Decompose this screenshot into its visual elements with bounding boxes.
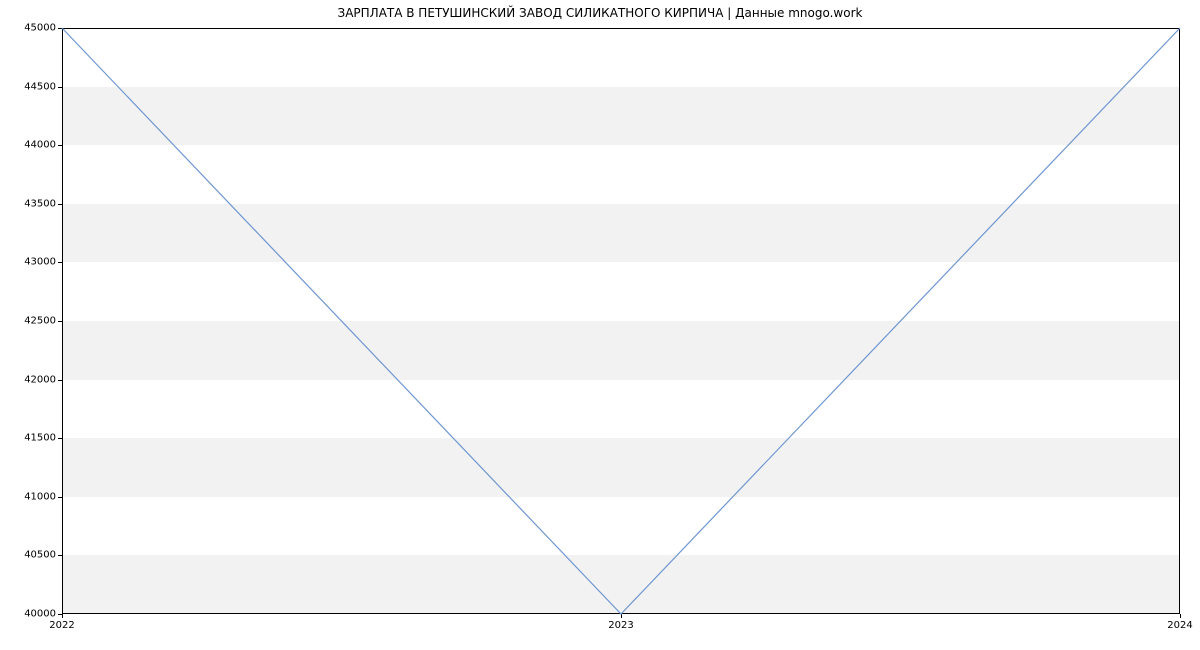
x-tick-mark [1180,614,1181,618]
y-tick-label: 41000 [24,491,56,502]
x-tick-label: 2024 [1167,620,1192,631]
y-tick-label: 40000 [24,609,56,620]
x-tick-mark [62,614,63,618]
data-line [62,28,1180,614]
y-tick-label: 45000 [24,23,56,34]
y-tick-label: 40500 [24,550,56,561]
y-tick-label: 42000 [24,374,56,385]
y-tick-label: 42500 [24,316,56,327]
plot-area: 4000040500410004150042000425004300043500… [62,28,1180,614]
y-tick-label: 44500 [24,81,56,92]
y-tick-label: 43000 [24,257,56,268]
y-tick-label: 43500 [24,198,56,209]
x-tick-label: 2023 [608,620,633,631]
x-tick-label: 2022 [49,620,74,631]
chart-container: ЗАРПЛАТА В ПЕТУШИНСКИЙ ЗАВОД СИЛИКАТНОГО… [0,0,1200,650]
chart-title: ЗАРПЛАТА В ПЕТУШИНСКИЙ ЗАВОД СИЛИКАТНОГО… [0,6,1200,20]
y-tick-label: 41500 [24,433,56,444]
y-tick-label: 44000 [24,140,56,151]
